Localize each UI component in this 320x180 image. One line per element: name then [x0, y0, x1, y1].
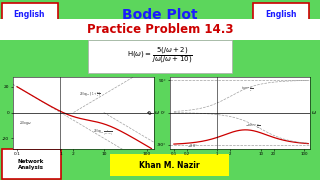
FancyBboxPatch shape: [2, 3, 58, 25]
Text: Khan M. Nazir: Khan M. Nazir: [139, 161, 200, 170]
Y-axis label: H (dB): H (dB): [0, 106, 1, 119]
Text: $20\log_{10}\frac{1}{|1+j\omega|}$: $20\log_{10}\frac{1}{|1+j\omega|}$: [93, 127, 113, 138]
Text: $-90°$: $-90°$: [187, 142, 198, 149]
Text: Practice Problem 14.3: Practice Problem 14.3: [87, 23, 233, 36]
Text: English: English: [265, 10, 296, 19]
Text: $\tan^{-1}\frac{\omega}{2}$: $\tan^{-1}\frac{\omega}{2}$: [241, 85, 253, 94]
Text: $20\log\omega$: $20\log\omega$: [19, 119, 32, 127]
Text: English: English: [14, 10, 45, 19]
Text: $\omega$: $\omega$: [155, 109, 160, 116]
Text: $20\log_{10}\left|1+\frac{j\omega}{2}\right|$: $20\log_{10}\left|1+\frac{j\omega}{2}\ri…: [79, 90, 101, 99]
FancyBboxPatch shape: [2, 149, 61, 179]
Text: $-\tan^{-1}\frac{\omega}{10}$: $-\tan^{-1}\frac{\omega}{10}$: [245, 121, 261, 130]
FancyBboxPatch shape: [253, 3, 309, 25]
Text: $\mathrm{H}(\omega) = \dfrac{5(j\omega + 2)}{j\omega(j\omega + 10)}$: $\mathrm{H}(\omega) = \dfrac{5(j\omega +…: [127, 46, 193, 65]
FancyBboxPatch shape: [110, 154, 229, 176]
Text: $\omega$: $\omega$: [311, 109, 317, 116]
FancyBboxPatch shape: [0, 19, 320, 40]
FancyBboxPatch shape: [88, 40, 232, 73]
Text: Network
Analysis: Network Analysis: [18, 159, 44, 170]
Text: Bode Plot: Bode Plot: [122, 8, 198, 22]
Y-axis label: $\phi$: $\phi$: [146, 110, 156, 115]
